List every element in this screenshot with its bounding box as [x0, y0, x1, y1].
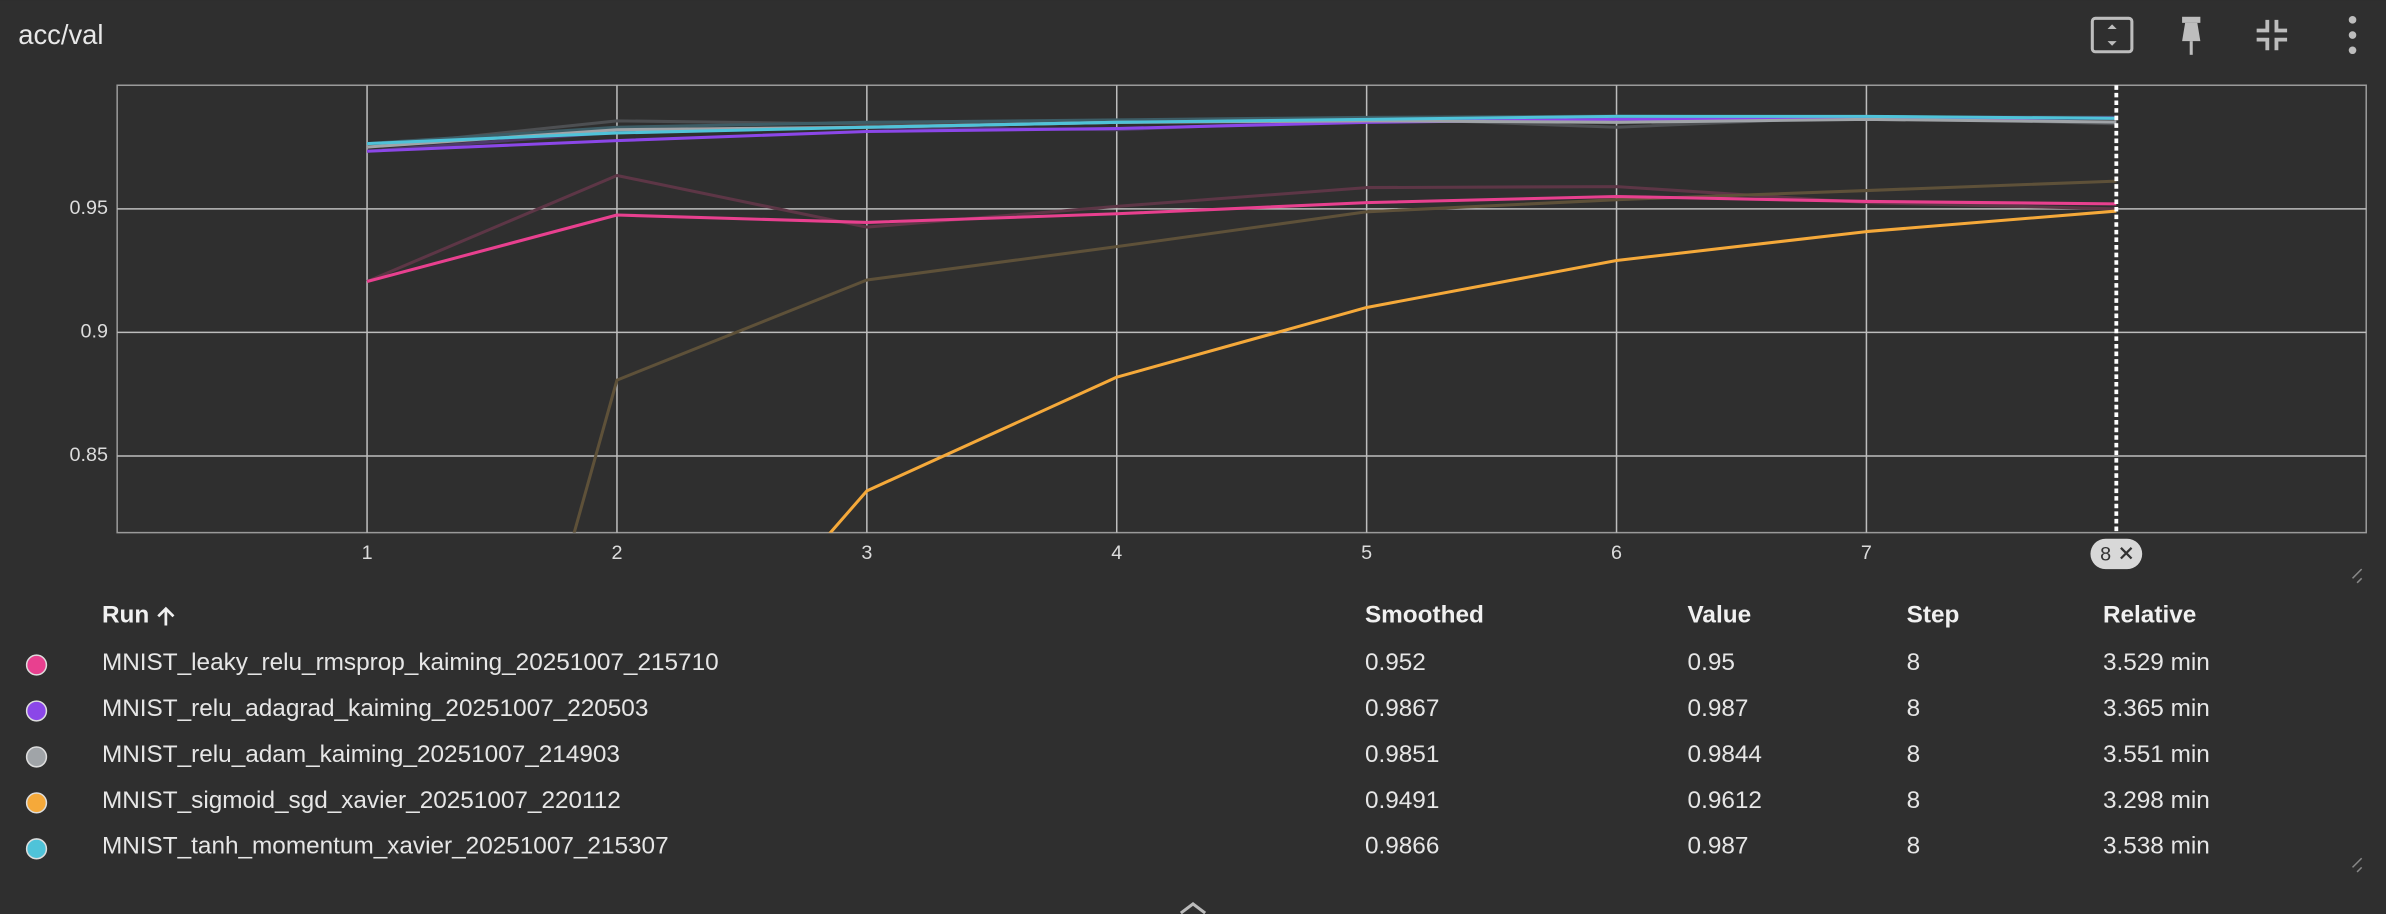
fit-domain-button[interactable] [2090, 16, 2134, 54]
smoothed-value: 0.9491 [1365, 787, 1439, 814]
smoothed-value: 0.9866 [1365, 833, 1439, 860]
y-tick-label: 0.95 [70, 197, 108, 219]
x-tick-label: 4 [1111, 542, 1122, 564]
smoothed-line [366, 114, 2117, 146]
run-name: MNIST_sigmoid_sgd_xavier_20251007_220112 [102, 787, 621, 814]
x-tick-label: 1 [362, 542, 373, 564]
x-tick-label: 7 [1861, 542, 1872, 564]
step-value: 8 [1907, 649, 1921, 676]
cursor-chip[interactable] [2090, 538, 2143, 570]
smoothed-line [366, 116, 2117, 153]
x-tick-label: 3 [861, 542, 872, 564]
relative-time: 3.529 min [2103, 649, 2210, 676]
step-value: 8 [1907, 695, 1921, 722]
card-title: acc/val [18, 19, 103, 50]
cursor-step-label: 8 [2100, 544, 2111, 566]
x-tick-label: 5 [1361, 542, 1372, 564]
relative-time: 3.538 min [2103, 833, 2210, 860]
step-value: 8 [1907, 741, 1921, 768]
resize-handle[interactable] [2351, 568, 2363, 584]
step-value: 8 [1907, 787, 1921, 814]
resize-handle[interactable] [2351, 857, 2363, 873]
raw-line [572, 179, 2117, 533]
y-tick-label: 0.9 [81, 321, 108, 343]
smoothed-line [828, 209, 2117, 533]
smoothed-value: 0.9851 [1365, 741, 1439, 768]
run-table: Run Smoothed Value Step Relative MNIST_leaky_… [25, 602, 2210, 860]
sort-arrow-icon [157, 606, 175, 626]
raw-value: 0.987 [1688, 833, 1749, 860]
expand-chevron[interactable] [1179, 902, 1207, 914]
run-name: MNIST_relu_adagrad_kaiming_20251007_2205… [102, 695, 648, 722]
run-color-swatch[interactable] [25, 838, 48, 860]
relative-time: 3.298 min [2103, 787, 2210, 814]
raw-value: 0.987 [1688, 695, 1749, 722]
raw-value: 0.9612 [1688, 787, 1762, 814]
column-header[interactable]: Relative [2103, 602, 2196, 629]
raw-value: 0.9844 [1688, 741, 1762, 768]
plot-area [116, 84, 2367, 534]
run-name: MNIST_leaky_relu_rmsprop_kaiming_2025100… [102, 649, 719, 676]
collapse-button[interactable] [2256, 19, 2288, 51]
smoothed-value: 0.9867 [1365, 695, 1439, 722]
more-menu-button[interactable] [2348, 16, 2357, 55]
column-header[interactable]: Run [102, 602, 149, 629]
cursor-remove-icon[interactable] [2120, 547, 2133, 560]
relative-time: 3.365 min [2103, 695, 2210, 722]
x-tick-label: 2 [611, 542, 622, 564]
series-lines [366, 114, 2117, 533]
pin-button[interactable] [2182, 16, 2201, 55]
column-header[interactable]: Value [1688, 602, 1752, 629]
raw-value: 0.95 [1688, 649, 1735, 676]
run-name: MNIST_relu_adam_kaiming_20251007_214903 [102, 741, 620, 768]
plot: 0.85 0.9 0.95 1 2 3 4 5 6 7 8 [70, 84, 2367, 570]
column-header[interactable]: Smoothed [1365, 602, 1484, 629]
run-color-swatch[interactable] [25, 654, 48, 676]
y-tick-label: 0.85 [70, 444, 108, 466]
smoothed-value: 0.952 [1365, 649, 1426, 676]
run-color-swatch[interactable] [25, 792, 48, 814]
x-tick-label: 6 [1611, 542, 1622, 564]
run-name: MNIST_tanh_momentum_xavier_20251007_2153… [102, 833, 669, 860]
run-color-swatch[interactable] [25, 746, 48, 768]
step-value: 8 [1907, 833, 1921, 860]
relative-time: 3.551 min [2103, 741, 2210, 768]
run-color-swatch[interactable] [25, 700, 48, 722]
column-header[interactable]: Step [1907, 602, 1960, 629]
smoothed-line [366, 194, 2117, 283]
